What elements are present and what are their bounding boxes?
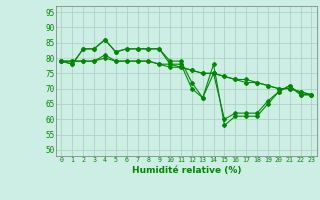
X-axis label: Humidité relative (%): Humidité relative (%): [132, 166, 241, 175]
